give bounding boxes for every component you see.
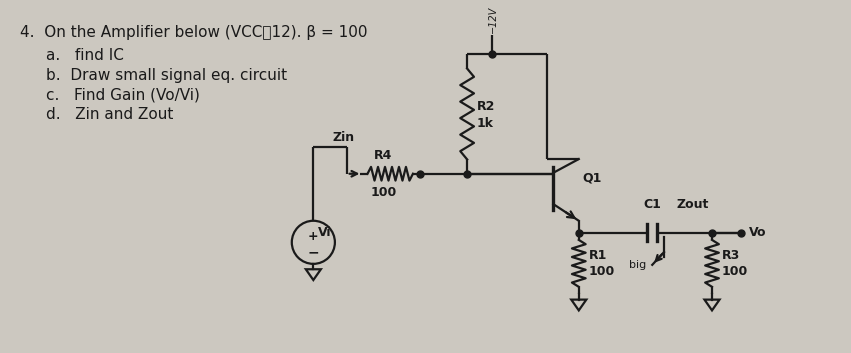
Text: 100: 100 (370, 186, 397, 198)
Text: −: − (307, 245, 319, 259)
Text: 100: 100 (589, 265, 614, 278)
Text: a.   find IC: a. find IC (46, 48, 123, 64)
Text: R1: R1 (589, 249, 607, 262)
Text: d.   Zin and Zout: d. Zin and Zout (46, 107, 174, 122)
Text: 100: 100 (722, 265, 748, 278)
Text: big: big (629, 260, 647, 270)
Text: Zin: Zin (333, 131, 355, 144)
Text: R4: R4 (374, 149, 392, 162)
Text: C1: C1 (643, 198, 661, 211)
Text: Vi: Vi (318, 226, 332, 239)
Text: Q1: Q1 (583, 172, 603, 185)
Text: Vo: Vo (749, 226, 767, 239)
Text: c.   Find Gain (Vo/Vi): c. Find Gain (Vo/Vi) (46, 88, 200, 103)
Text: R2: R2 (477, 100, 495, 113)
Text: Zout: Zout (677, 198, 709, 211)
Text: R3: R3 (722, 249, 740, 262)
Text: b.  Draw small signal eq. circuit: b. Draw small signal eq. circuit (46, 68, 287, 83)
Text: −12V: −12V (488, 5, 498, 33)
Text: 1k: 1k (477, 117, 494, 130)
Text: +: + (308, 230, 318, 243)
Text: 4.  On the Amplifier below (VCC͐12). β = 100: 4. On the Amplifier below (VCC͐12). β = … (20, 25, 368, 40)
